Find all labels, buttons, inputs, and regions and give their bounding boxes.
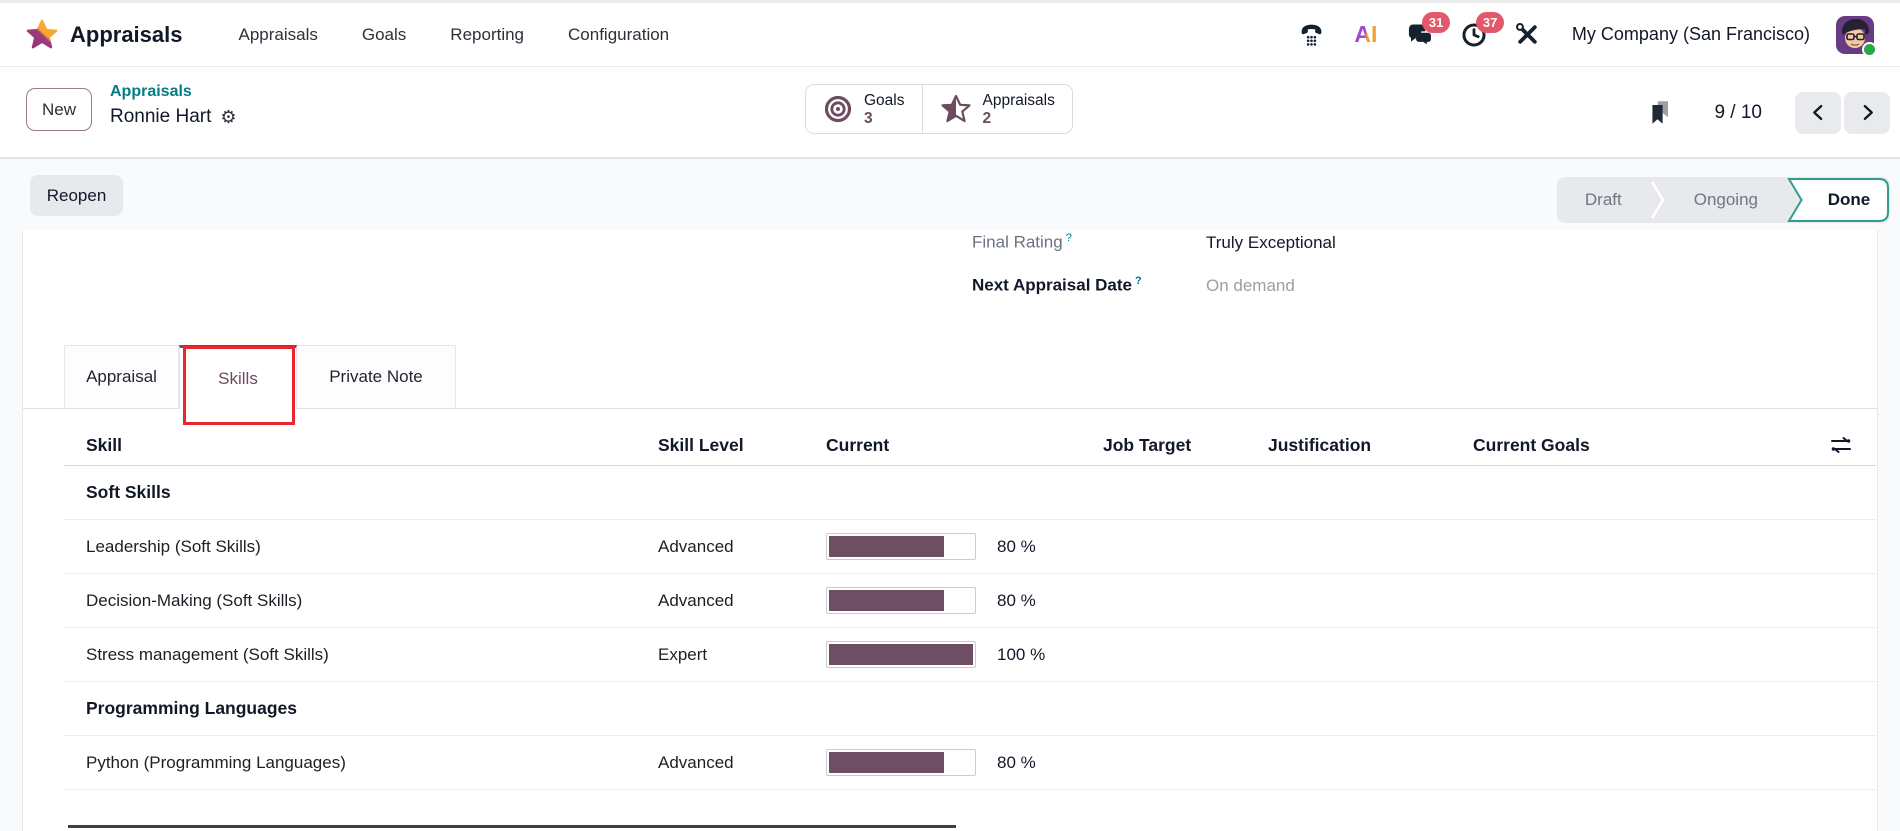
final-rating-label: Final Rating? [972,232,1072,252]
table-row[interactable]: Decision-Making (Soft Skills) Advanced 8… [64,574,1876,628]
form-sheet: Final Rating? Truly Exceptional Next App… [22,230,1878,831]
menu-goals[interactable]: Goals [361,24,407,44]
company-switcher[interactable]: My Company (San Francisco) [1571,24,1810,44]
skill-level: Expert [658,644,708,664]
skill-progress-label: 80 % [997,752,1036,772]
target-icon [824,95,852,123]
status-steps: Draft Ongoing Done [1556,177,1890,223]
new-button[interactable]: New [26,88,92,131]
skill-progress-bar [826,641,976,668]
col-current[interactable]: Current [826,434,890,455]
chevron-right-icon [1863,104,1873,121]
skills-table: Skill Skill Level Current Job Target Jus… [64,425,1876,790]
skill-progress-label: 80 % [997,590,1036,610]
next-appraisal-date-label: Next Appraisal Date? [972,275,1142,295]
final-rating-field: Final Rating? Truly Exceptional [972,230,1336,264]
help-icon: ? [1134,275,1142,288]
optional-columns-icon[interactable] [1830,434,1852,456]
skill-name: Stress management (Soft Skills) [86,644,329,664]
user-avatar[interactable] [1836,15,1877,57]
breadcrumb-appraisals-link[interactable]: Appraisals [110,83,192,100]
activities-count-badge: 37 [1475,11,1505,33]
help-icon: ? [1065,232,1072,245]
breadcrumb: Appraisals Ronnie Hart ⚙ [110,81,237,131]
status-step-draft[interactable]: Draft [1584,190,1622,209]
menu-reporting[interactable]: Reporting [450,24,525,44]
pager-next-button[interactable] [1844,91,1890,134]
tab-private-note[interactable]: Private Note [297,345,456,408]
appraisals-app-star-icon [26,19,58,48]
settings-gear-icon[interactable]: ⚙ [220,107,237,127]
form-status-header: Reopen Draft Ongoing Done [0,158,1900,230]
next-appraisal-date-field: Next Appraisal Date? On demand [972,264,1336,307]
table-row[interactable]: Stress management (Soft Skills) Expert 1… [64,628,1876,682]
menu-configuration[interactable]: Configuration [568,24,670,44]
reopen-button[interactable]: Reopen [30,175,123,216]
record-pager: 9 / 10 [1714,101,1762,123]
col-skill-level[interactable]: Skill Level [658,434,744,455]
half-star-icon [940,94,971,123]
col-justification[interactable]: Justification [1268,434,1372,455]
group-row-programming-languages[interactable]: Programming Languages [64,682,1876,736]
skill-progress-bar [826,533,976,560]
appraisals-stat-button[interactable]: Appraisals 2 [921,85,1072,133]
notebook-tabs: Appraisal Skills Private Note [23,345,1877,409]
app-title: Appraisals [70,21,183,47]
pager-previous-button[interactable] [1795,91,1841,134]
skill-level: Advanced [658,752,734,772]
bookmark-icon[interactable] [1646,98,1676,128]
stat-button-group: Goals 3 Appraisals 2 [805,84,1073,134]
systray: AI 31 37 [1298,11,1877,57]
group-row-soft-skills[interactable]: Soft Skills [64,466,1876,520]
next-appraisal-date-value[interactable]: On demand [1206,275,1295,295]
step-separator-chevron [1650,181,1665,219]
skill-progress-bar [826,749,976,776]
menu-appraisals[interactable]: Appraisals [238,24,318,44]
status-step-ongoing[interactable]: Ongoing [1693,190,1758,209]
tab-appraisal[interactable]: Appraisal [64,345,179,408]
final-rating-value[interactable]: Truly Exceptional [1206,232,1336,252]
skill-progress-label: 80 % [997,536,1036,556]
tools-icon[interactable] [1514,21,1542,49]
bottom-divider [68,825,956,828]
table-row[interactable]: Python (Programming Languages) Advanced … [64,736,1876,790]
pager-area: 9 / 10 [1646,67,1890,158]
status-step-done[interactable]: Done [1786,177,1890,223]
app-brand[interactable]: Appraisals [26,19,183,51]
softphone-icon[interactable] [1298,21,1326,49]
col-skill[interactable]: Skill [86,434,122,455]
messages-count-badge: 31 [1421,11,1451,33]
skill-progress-label: 100 % [997,644,1046,664]
goals-stat-button[interactable]: Goals 3 [806,85,922,133]
skill-name: Decision-Making (Soft Skills) [86,590,303,610]
chevron-left-icon [1812,104,1822,121]
skill-progress-bar [826,587,976,614]
skill-level: Advanced [658,536,734,556]
online-status-dot [1862,41,1877,57]
table-row[interactable]: Leadership (Soft Skills) Advanced 80 % [64,520,1876,574]
tab-skills[interactable]: Skills [179,345,297,409]
control-panel: New Appraisals Ronnie Hart ⚙ Goals 3 [0,67,1900,158]
skill-name: Python (Programming Languages) [86,752,346,772]
top-navbar: Appraisals Appraisals Goals Reporting Co… [0,0,1900,67]
ai-icon[interactable]: AI [1354,21,1378,47]
main-menu: Appraisals Goals Reporting Configuration [239,25,670,45]
field-group: Final Rating? Truly Exceptional Next App… [972,230,1336,307]
skill-name: Leadership (Soft Skills) [86,536,261,556]
table-header-row: Skill Skill Level Current Job Target Jus… [64,425,1876,466]
messages-icon[interactable]: 31 [1406,11,1451,49]
col-current-goals[interactable]: Current Goals [1473,434,1590,455]
skill-level: Advanced [658,590,734,610]
col-job-target[interactable]: Job Target [1103,434,1192,455]
activities-clock-icon[interactable]: 37 [1460,11,1505,49]
record-title: Ronnie Hart ⚙ [110,106,237,127]
